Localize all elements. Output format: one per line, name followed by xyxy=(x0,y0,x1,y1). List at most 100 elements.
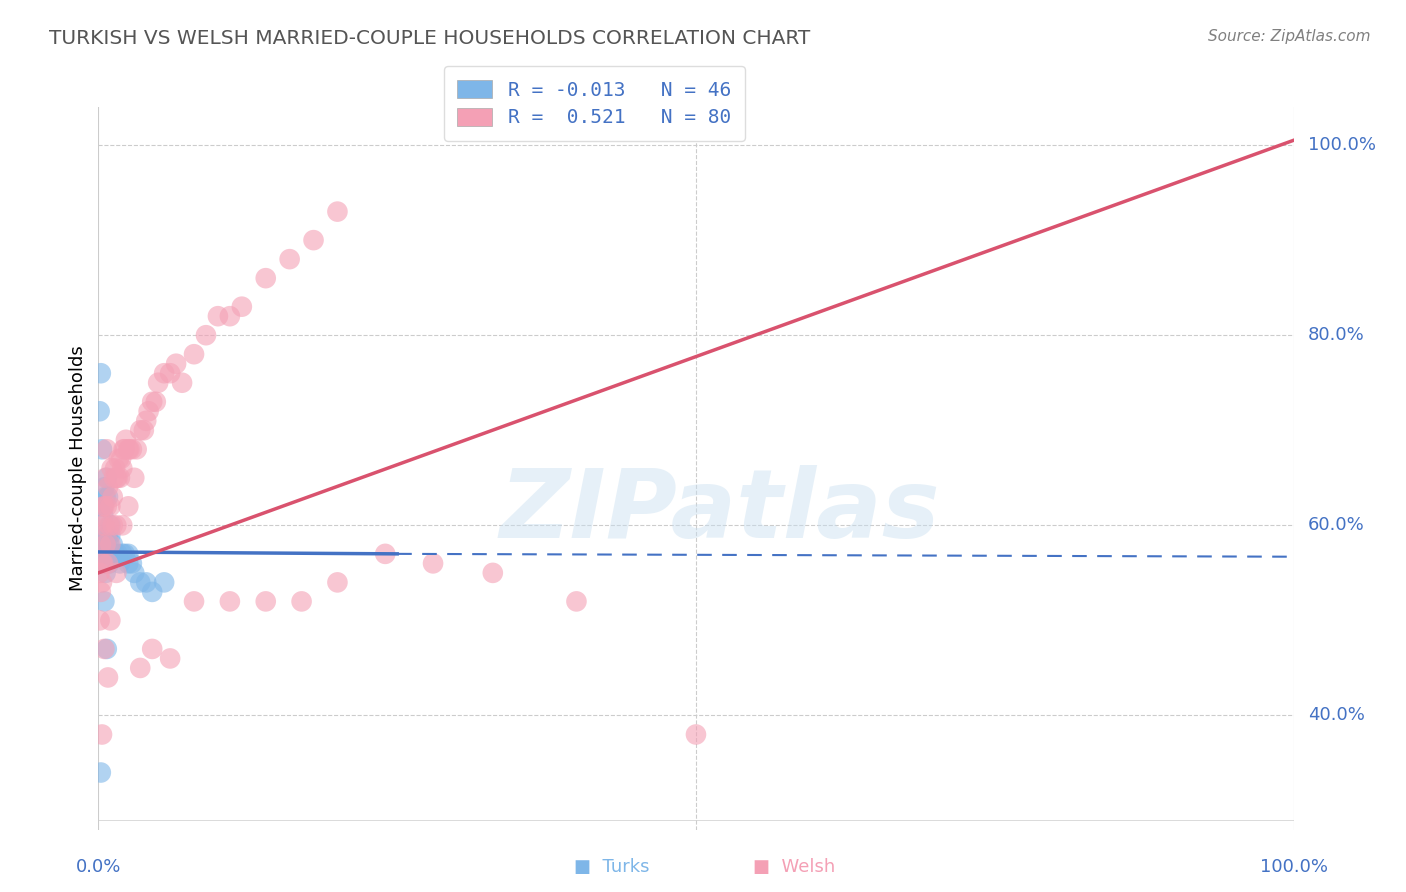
Point xyxy=(89,547,111,561)
Point xyxy=(108,557,131,571)
Point xyxy=(90,557,112,571)
Point xyxy=(89,404,111,418)
Point xyxy=(105,566,128,580)
Point xyxy=(114,547,136,561)
Text: 100.0%: 100.0% xyxy=(1260,858,1327,876)
Point xyxy=(125,442,148,457)
Point xyxy=(96,471,118,485)
Point xyxy=(291,594,314,608)
Point xyxy=(91,528,114,542)
Point xyxy=(94,537,117,551)
Point xyxy=(100,547,122,561)
Text: ZIPatlas: ZIPatlas xyxy=(499,465,941,558)
Point xyxy=(91,557,114,571)
Point xyxy=(148,376,170,390)
Point xyxy=(101,537,124,551)
Point xyxy=(132,423,155,437)
Point xyxy=(91,537,114,551)
Point xyxy=(103,471,125,485)
Point xyxy=(195,328,218,343)
Point xyxy=(100,461,122,475)
Point xyxy=(481,566,505,580)
Point xyxy=(374,547,396,561)
Point xyxy=(91,557,114,571)
Point xyxy=(98,518,122,533)
Point xyxy=(98,537,121,551)
Point xyxy=(96,557,118,571)
Point xyxy=(129,575,152,590)
Point xyxy=(115,433,138,447)
Point xyxy=(117,442,139,457)
Point xyxy=(105,471,128,485)
Point xyxy=(104,461,127,475)
Point xyxy=(98,518,121,533)
Point xyxy=(90,765,112,780)
Point xyxy=(145,394,167,409)
Point xyxy=(117,547,139,561)
Point xyxy=(96,642,118,657)
Point xyxy=(91,442,114,457)
Point xyxy=(93,547,115,561)
Point xyxy=(135,414,157,428)
Point xyxy=(97,480,120,494)
Point xyxy=(98,557,121,571)
Point xyxy=(90,366,112,380)
Point xyxy=(141,585,163,599)
Point xyxy=(165,357,187,371)
Point xyxy=(118,442,141,457)
Point xyxy=(141,642,163,657)
Point xyxy=(98,614,122,628)
Legend: R = -0.013   N = 46, R =  0.521   N = 80: R = -0.013 N = 46, R = 0.521 N = 80 xyxy=(444,66,745,141)
Point xyxy=(159,366,181,380)
Point xyxy=(97,557,120,571)
Point xyxy=(302,233,325,247)
Point xyxy=(103,547,125,561)
Text: 100.0%: 100.0% xyxy=(1308,136,1376,154)
Point xyxy=(96,442,118,457)
Point xyxy=(90,500,112,514)
Point xyxy=(90,585,112,599)
Point xyxy=(91,557,114,571)
Point xyxy=(93,518,115,533)
Point xyxy=(326,575,349,590)
Point xyxy=(183,347,205,361)
Point xyxy=(153,575,176,590)
Text: ■  Turks: ■ Turks xyxy=(574,858,650,876)
Point xyxy=(91,575,114,590)
Point xyxy=(183,594,205,608)
Point xyxy=(90,547,112,561)
Point xyxy=(97,490,120,504)
Point xyxy=(96,547,118,561)
Point xyxy=(97,670,120,684)
Point xyxy=(108,471,131,485)
Point xyxy=(141,394,163,409)
Point xyxy=(326,204,349,219)
Point xyxy=(135,575,157,590)
Point xyxy=(124,471,146,485)
Text: 0.0%: 0.0% xyxy=(76,858,121,876)
Point xyxy=(104,547,127,561)
Point xyxy=(107,451,129,466)
Point xyxy=(138,404,160,418)
Point xyxy=(219,309,242,323)
Point xyxy=(94,471,117,485)
Point xyxy=(254,594,277,608)
Text: Source: ZipAtlas.com: Source: ZipAtlas.com xyxy=(1208,29,1371,44)
Point xyxy=(129,423,152,437)
Point xyxy=(89,566,111,580)
Point xyxy=(422,557,444,571)
Text: ■  Welsh: ■ Welsh xyxy=(754,858,835,876)
Point xyxy=(111,518,134,533)
Point xyxy=(685,727,707,741)
Point xyxy=(89,614,111,628)
Point xyxy=(565,594,588,608)
Point xyxy=(98,537,122,551)
Point xyxy=(107,471,129,485)
Point xyxy=(159,651,181,665)
Point xyxy=(94,537,117,551)
Point xyxy=(98,500,122,514)
Point xyxy=(121,557,143,571)
Y-axis label: Married-couple Households: Married-couple Households xyxy=(69,345,87,591)
Point xyxy=(231,300,253,314)
Point xyxy=(94,490,117,504)
